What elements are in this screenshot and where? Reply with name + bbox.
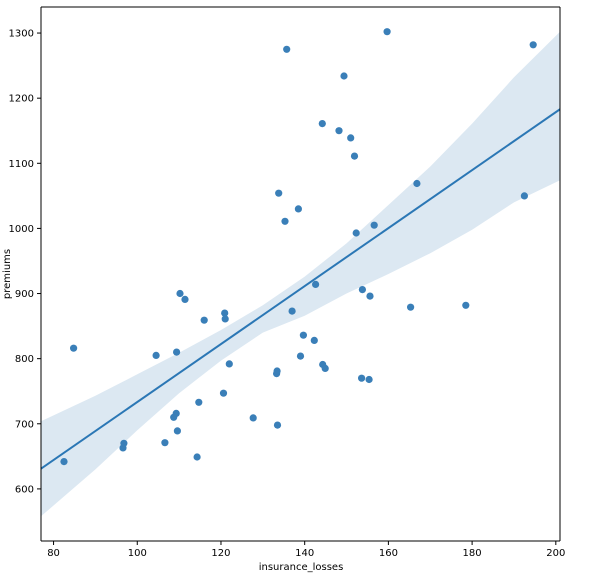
x-tick-label: 140 — [295, 548, 314, 559]
data-point — [219, 389, 228, 397]
confidence-band — [41, 31, 560, 517]
data-point — [370, 221, 378, 229]
y-tick-label: 1000 — [9, 224, 34, 235]
data-point — [340, 72, 348, 80]
y-tick-label: 1200 — [9, 94, 34, 105]
x-tick-label: 160 — [379, 548, 398, 559]
data-point — [281, 217, 289, 225]
x-tick-label: 120 — [211, 548, 230, 559]
data-point — [529, 41, 537, 49]
data-point — [296, 352, 305, 360]
data-point — [283, 45, 291, 53]
data-point — [249, 414, 257, 422]
data-point — [193, 453, 201, 461]
x-axis-ticks: 80 100 120 140 160 180 200 — [47, 541, 565, 559]
data-point — [312, 280, 320, 288]
data-point — [299, 331, 307, 339]
y-tick-label: 1100 — [9, 159, 34, 170]
data-point — [383, 28, 391, 36]
data-point — [273, 421, 282, 429]
x-tick-label: 180 — [463, 548, 482, 559]
data-point — [172, 409, 180, 417]
data-point — [347, 134, 355, 142]
data-point — [352, 229, 360, 237]
data-point — [161, 439, 169, 447]
axes-frame — [40, 6, 561, 542]
data-point — [70, 344, 78, 352]
data-point — [350, 152, 359, 160]
y-axis-ticks: 600 700 800 900 1000 1100 1200 1300 — [9, 29, 41, 495]
data-point — [520, 192, 529, 200]
data-point — [358, 374, 366, 382]
regression-line — [41, 108, 560, 470]
data-point — [173, 427, 181, 435]
data-point — [318, 120, 326, 128]
data-points-layer — [60, 28, 537, 466]
data-point — [407, 303, 415, 311]
data-point — [152, 351, 160, 359]
y-tick-label: 900 — [15, 289, 34, 300]
data-point — [275, 189, 283, 197]
data-point — [358, 286, 366, 294]
x-tick-label: 80 — [47, 548, 60, 559]
y-tick-label: 600 — [15, 484, 34, 495]
data-point — [365, 375, 373, 384]
regression-line-layer — [41, 108, 560, 470]
y-tick-label: 800 — [15, 354, 34, 365]
data-point — [413, 179, 421, 188]
data-point — [366, 292, 374, 300]
data-point — [221, 315, 229, 323]
data-point — [181, 295, 189, 303]
data-point — [335, 127, 343, 135]
y-tick-label: 700 — [15, 419, 34, 430]
data-point — [321, 364, 329, 372]
x-tick-label: 100 — [128, 548, 147, 559]
data-point — [462, 301, 470, 309]
data-point — [195, 398, 203, 406]
data-point — [176, 289, 184, 298]
confidence-band-layer — [41, 31, 560, 517]
data-point — [288, 307, 296, 315]
x-tick-label: 200 — [546, 548, 565, 559]
data-point — [120, 439, 128, 447]
data-point — [294, 205, 302, 213]
data-point — [221, 309, 229, 317]
x-axis-label: insurance_losses — [259, 562, 344, 573]
data-point — [173, 348, 181, 356]
data-point — [60, 458, 68, 466]
y-tick-label: 1300 — [9, 29, 34, 40]
data-point — [310, 336, 318, 344]
data-point — [225, 360, 233, 368]
y-axis-label: premiums — [2, 249, 13, 299]
data-point — [273, 367, 281, 375]
data-point — [200, 316, 208, 324]
